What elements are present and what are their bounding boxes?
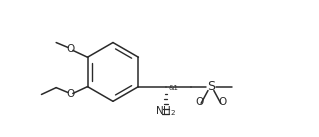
Text: O: O: [219, 97, 227, 107]
Text: O: O: [67, 89, 75, 99]
Text: NH$_2$: NH$_2$: [155, 104, 176, 118]
Text: S: S: [207, 80, 215, 93]
Text: O: O: [67, 44, 75, 54]
Text: &1: &1: [169, 85, 179, 91]
Text: O: O: [195, 97, 203, 107]
